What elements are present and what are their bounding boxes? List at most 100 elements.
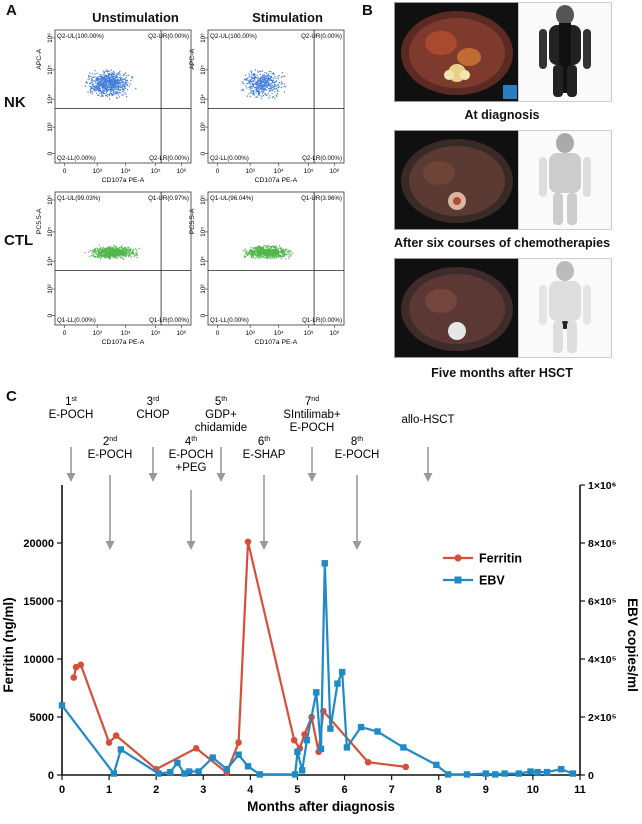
quadrant-label-lr: Q1-LR(0.00%) xyxy=(302,317,342,324)
ebv-point xyxy=(155,770,162,777)
ct-scan-image xyxy=(401,11,517,99)
right-y-tick-label: 1×10⁶ xyxy=(588,480,617,492)
pet-mip-image xyxy=(539,133,591,225)
ebv-point xyxy=(317,745,325,753)
quadrant-label-lr: Q1-LR(0.00%) xyxy=(149,317,189,324)
ebv-point xyxy=(303,737,311,744)
plot-frame xyxy=(207,29,345,164)
treatment-regimen: SIntilimab+ xyxy=(283,409,340,421)
treatment-regimen: GDP+ xyxy=(205,409,237,421)
treatment-regimen: CHOP xyxy=(136,409,170,421)
x-tick-label: 10⁶ xyxy=(330,168,340,175)
arrow-head xyxy=(148,473,158,482)
panel-label-a: A xyxy=(6,2,17,19)
ebv-point xyxy=(327,725,334,732)
y-axis-label: APC-A xyxy=(189,48,196,69)
ebv-point xyxy=(195,768,202,775)
treatment-order: 4th xyxy=(185,436,197,448)
treatment-order: 2nd xyxy=(103,436,117,448)
x-tick-label: 0 xyxy=(63,168,67,175)
imaging-caption-1: At diagnosis xyxy=(464,108,540,122)
treatment-regimen: +PEG xyxy=(175,462,206,474)
x-tick-label: 10⁶ xyxy=(177,330,187,337)
x-tick-label: 6 xyxy=(341,784,347,796)
ferritin-point xyxy=(301,731,308,738)
x-tick-label: 10 xyxy=(527,784,539,796)
y-tick-label: 10⁵ xyxy=(200,65,207,75)
flow-plot-4: Q1-UL(96.04%) Q1-UR(3.96%) Q1-LL(0.00%) Q1-… xyxy=(189,191,345,345)
ebv-point xyxy=(492,771,499,778)
quadrant-label-ur: Q1-UR(0.97%) xyxy=(148,195,189,202)
ct-scan-after-chemo xyxy=(394,130,520,230)
ebv-point xyxy=(110,770,117,777)
ferritin-point xyxy=(402,763,410,771)
y-tick-label: 10³ xyxy=(200,122,207,132)
arrow-head xyxy=(423,473,433,482)
x-tick-label: 10⁶ xyxy=(330,330,340,337)
treatment-order: 1st xyxy=(65,396,77,408)
ebv-point xyxy=(543,768,551,776)
ebv-point xyxy=(223,766,231,773)
left-y-axis-title: Ferritin (ng/ml) xyxy=(1,597,16,692)
ebv-point xyxy=(343,744,351,751)
ebv-point xyxy=(400,744,407,751)
treatment-order: 3rd xyxy=(147,396,160,408)
quadrant-label-ur: Q1-UR(3.96%) xyxy=(301,195,342,202)
right-y-tick-label: 2×10⁵ xyxy=(588,712,617,724)
quadrant-label-ul: Q2-UL(100.00%) xyxy=(210,33,257,40)
quadrant-label-lr: Q2-LR(0.00%) xyxy=(149,155,189,162)
y-tick-label: 10⁴ xyxy=(47,94,54,104)
x-tick-label: 10³ xyxy=(245,168,255,175)
y-tick-label: 10⁶ xyxy=(200,33,207,43)
ebv-point xyxy=(463,771,471,778)
y-tick-label: 0 xyxy=(47,314,54,318)
x-tick-label: 2 xyxy=(153,784,159,796)
ebv-point xyxy=(534,768,541,776)
arrow-head xyxy=(352,541,362,550)
pet-mip-image xyxy=(539,261,591,353)
quadrant-label-lr: Q2-LR(0.00%) xyxy=(302,155,342,162)
treatment-regimen: chidamide xyxy=(195,422,247,434)
legend-ferritin-label: Ferritin xyxy=(479,552,522,566)
event-dots xyxy=(84,244,140,260)
pet-scan-after-chemo xyxy=(518,130,612,230)
quadrant-label-ul: Q1-UL(99.03%) xyxy=(57,195,100,202)
y-tick-label: 0 xyxy=(200,314,207,318)
ferritin-point xyxy=(364,758,372,766)
legend-ebv-label: EBV xyxy=(479,574,505,588)
x-tick-label: 10⁵ xyxy=(304,168,314,175)
ebv-point xyxy=(433,761,440,769)
left-y-tick-label: 5000 xyxy=(30,712,54,724)
x-tick-label: 1 xyxy=(106,784,112,796)
plot-frame xyxy=(207,191,345,326)
x-tick-label: 0 xyxy=(63,330,67,337)
ebv-point xyxy=(374,728,381,735)
y-tick-label: 10⁴ xyxy=(200,256,207,266)
event-dots xyxy=(242,245,294,260)
x-axis-label: CD107a PE-A xyxy=(255,177,298,184)
legend-ferritin-marker xyxy=(454,554,462,562)
x-tick-label: 9 xyxy=(483,784,489,796)
x-tick-label: 3 xyxy=(200,784,206,796)
treatment-order: 8th xyxy=(351,436,363,448)
ebv-point xyxy=(321,560,328,567)
legend-ebv-marker xyxy=(454,576,462,584)
ferritin-point xyxy=(105,739,113,746)
quadrant-label-ll: Q1-LL(0.00%) xyxy=(210,317,249,324)
ebv-point xyxy=(569,770,577,777)
row-label-nk: NK xyxy=(4,94,26,111)
ferritin-point xyxy=(192,745,200,752)
y-tick-label: 0 xyxy=(200,152,207,156)
treatment-regimen: E-POCH xyxy=(88,449,133,461)
treatment-regimen: E-POCH xyxy=(335,449,380,461)
treatment-annotation-top-5: allo-HSCT xyxy=(401,414,455,482)
ebv-point xyxy=(181,770,188,777)
x-tick-label: 10⁴ xyxy=(274,168,284,175)
event-dots xyxy=(84,69,137,100)
quadrant-label-ll: Q1-LL(0.00%) xyxy=(57,317,96,324)
quadrant-label-ul: Q2-UL(100.00%) xyxy=(57,33,104,40)
ferritin-point xyxy=(112,732,120,739)
